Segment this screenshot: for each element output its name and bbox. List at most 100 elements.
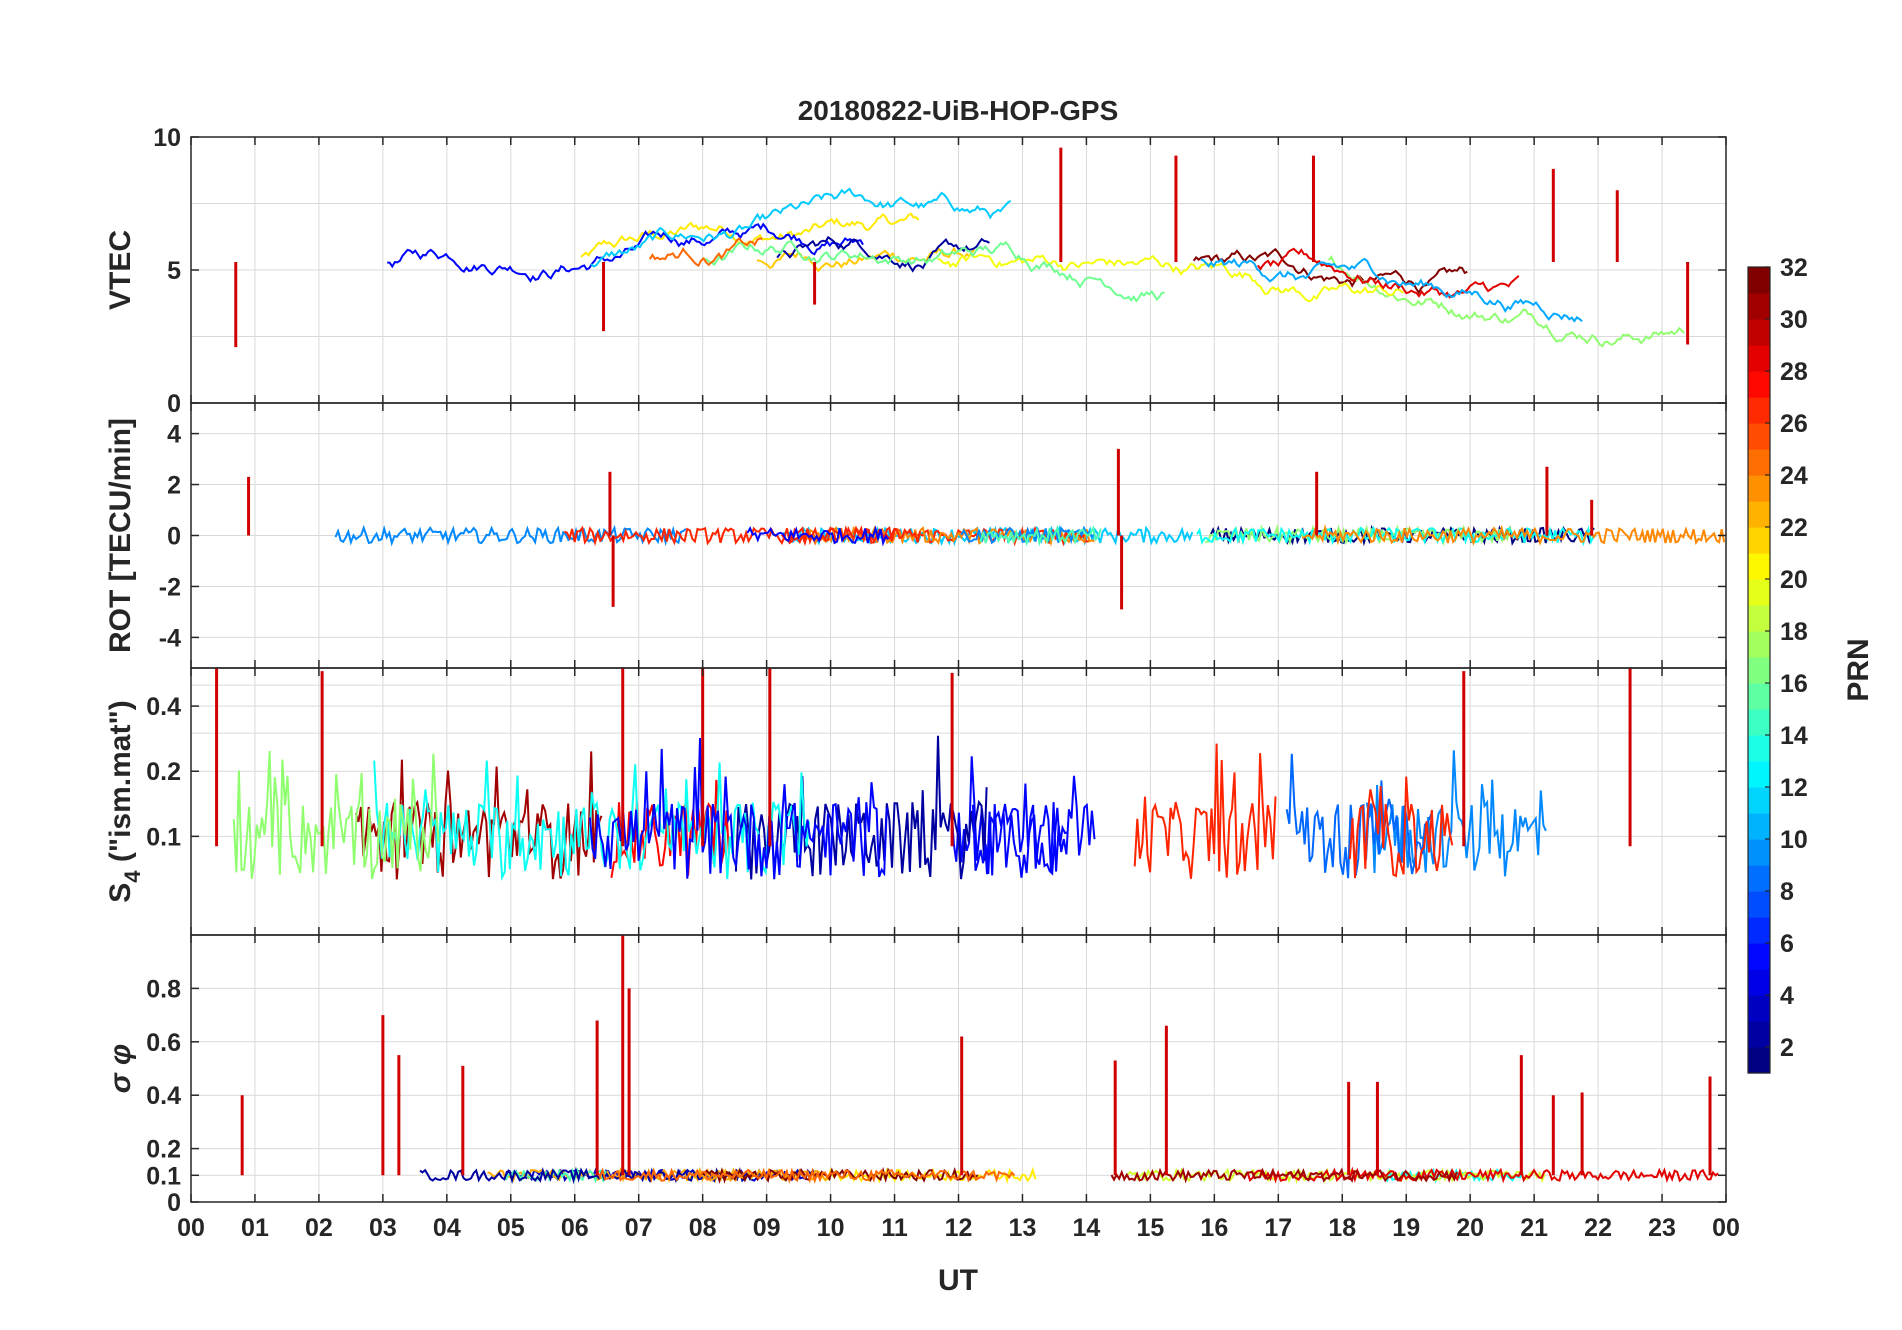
- colorbar-tick-label: 16: [1780, 670, 1808, 698]
- colorbar-segment: [1748, 1021, 1770, 1048]
- prn-trace: [734, 735, 988, 880]
- colorbar-tick-label: 18: [1780, 618, 1808, 646]
- y-tick-label: 0.4: [146, 1082, 181, 1110]
- prn-trace: [563, 525, 921, 547]
- prn-trace: [419, 1166, 754, 1185]
- prn-trace: [354, 751, 603, 880]
- x-tick-label: 10: [817, 1214, 845, 1242]
- prn-trace: [232, 750, 440, 880]
- prn-trace: [1256, 247, 1520, 299]
- prn-trace: [979, 524, 1102, 547]
- colorbar-segment: [1748, 969, 1770, 996]
- colorbar-segment: [1748, 787, 1770, 814]
- prn-trace: [701, 240, 1165, 303]
- prn-trace: [746, 525, 890, 547]
- colorbar-label: PRN: [1842, 638, 1875, 701]
- y-tick-label: 0: [167, 390, 181, 418]
- prn-trace: [1192, 247, 1468, 295]
- prn-trace: [648, 237, 763, 268]
- series-traces: [240, 935, 1719, 1185]
- colorbar-segment: [1748, 709, 1770, 736]
- y-tick-label: 0.2: [146, 1136, 181, 1164]
- prn-trace: [373, 760, 811, 882]
- x-tick-label: 00: [177, 1214, 205, 1242]
- colorbar-segment: [1748, 631, 1770, 658]
- colorbar-segment: [1748, 865, 1770, 892]
- y-tick-label: 0.4: [146, 693, 181, 721]
- colorbar-tick-label: 12: [1780, 774, 1808, 802]
- colorbar-segment: [1748, 423, 1770, 450]
- prn-trace: [1327, 255, 1686, 348]
- colorbar-segment: [1748, 657, 1770, 684]
- colorbar-segment: [1748, 943, 1770, 970]
- x-tick-label: 01: [241, 1214, 269, 1242]
- prn-trace: [1348, 776, 1454, 879]
- y-tick-label: -2: [159, 573, 181, 601]
- x-tick-label: 07: [625, 1214, 653, 1242]
- x-tick-label: 02: [305, 1214, 333, 1242]
- y-axis-label-rot: ROT [TECU/min]: [104, 418, 137, 653]
- prn-trace: [937, 251, 1405, 303]
- colorbar-segment: [1748, 397, 1770, 424]
- x-tick-label: 09: [753, 1214, 781, 1242]
- prn-trace: [1200, 257, 1583, 323]
- x-tick-label: 21: [1520, 1214, 1548, 1242]
- prn-trace: [590, 187, 1012, 268]
- prn-trace: [387, 222, 864, 283]
- x-tick-label: 00: [1712, 1214, 1740, 1242]
- colorbar-tick-label: 2: [1780, 1034, 1794, 1062]
- y-tick-label: 5: [167, 257, 181, 285]
- x-tick-label: 22: [1584, 1214, 1612, 1242]
- prn-trace: [1110, 1167, 1458, 1184]
- y-axis-label-vtec: VTEC: [104, 230, 137, 310]
- panel-vtec: 0 5 10 VTEC: [104, 124, 1727, 418]
- colorbar-tick-label: 32: [1780, 254, 1808, 282]
- x-tick-label: 08: [689, 1214, 717, 1242]
- x-tick-label: 18: [1328, 1214, 1356, 1242]
- colorbar-tick-label: 26: [1780, 410, 1808, 438]
- y-tick-label: 2: [167, 472, 181, 500]
- x-tick-label: 12: [945, 1214, 973, 1242]
- y-axis-label-s4: S4 ("ism.mat"): [104, 700, 145, 902]
- prn-trace: [1133, 743, 1277, 879]
- colorbar-segment: [1748, 995, 1770, 1022]
- colorbar-segment: [1748, 813, 1770, 840]
- y-tick-label: 0.6: [146, 1029, 181, 1057]
- y-tick-label: 10: [153, 124, 181, 152]
- y-tick-label: 0.2: [146, 758, 181, 786]
- colorbar-tick-label: 20: [1780, 566, 1808, 594]
- y-tick-label: 0.1: [146, 1162, 181, 1190]
- colorbar-tick-label: 24: [1780, 462, 1808, 490]
- colorbar-segment: [1748, 267, 1770, 294]
- colorbar-segment: [1748, 683, 1770, 710]
- colorbar-tick-label: 10: [1780, 826, 1808, 854]
- x-tick-label: 19: [1392, 1214, 1420, 1242]
- colorbar-tick-label: 28: [1780, 358, 1808, 386]
- x-tick-label: 20: [1456, 1214, 1484, 1242]
- colorbar-segment: [1748, 579, 1770, 606]
- x-tick-label: 15: [1136, 1214, 1164, 1242]
- colorbar-segment: [1748, 501, 1770, 528]
- colorbar-tick-label: 22: [1780, 514, 1808, 542]
- x-tick-label: 17: [1264, 1214, 1292, 1242]
- colorbar-segment: [1748, 553, 1770, 580]
- x-tick-label: 16: [1200, 1214, 1228, 1242]
- colorbar-segment: [1748, 371, 1770, 398]
- prn-trace: [1285, 753, 1434, 879]
- series-traces: [247, 448, 1726, 610]
- prn-trace: [334, 524, 687, 547]
- colorbar-segment: [1748, 839, 1770, 866]
- panel-s4: 0.1 0.2 0.4S4 ("ism.mat"): [104, 667, 1727, 936]
- colorbar-tick-label: 6: [1780, 930, 1794, 958]
- x-tick-label: 13: [1009, 1214, 1037, 1242]
- colorbar-segment: [1748, 1047, 1770, 1074]
- prn-trace: [776, 235, 990, 273]
- panel-sigma_phi: 00.10.2 0.4 0.6 0.8 σ φ: [104, 934, 1727, 1217]
- colorbar-segment: [1748, 293, 1770, 320]
- series-traces: [234, 147, 1690, 348]
- prn-trace: [1301, 524, 1726, 547]
- x-axis-label: UT: [938, 1264, 978, 1297]
